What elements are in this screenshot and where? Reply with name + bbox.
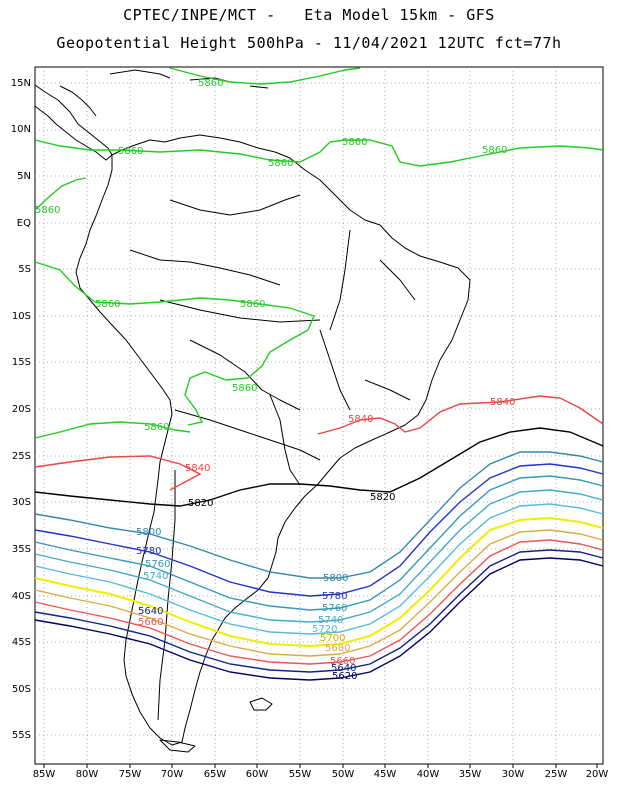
lat-label-30s: 30S	[11, 497, 31, 508]
lon-label-40w: 40W	[416, 769, 440, 780]
label-5860: 5860	[232, 383, 257, 394]
label-5740: 5740	[143, 571, 168, 582]
label-5800: 5800	[323, 573, 348, 584]
lat-label-10s: 10S	[11, 311, 31, 322]
map-title: CPTEC/INPE/MCT - Eta Model 15km - GFS	[123, 6, 495, 24]
label-5860: 5860	[198, 78, 223, 89]
label-5860: 5860	[95, 299, 120, 310]
label-5860: 5860	[342, 137, 367, 148]
contour-lines	[34, 67, 604, 681]
lon-label-20w: 20W	[585, 769, 609, 780]
axis-ticks	[43, 764, 598, 768]
label-5840: 5840	[185, 463, 210, 474]
contour-5800	[34, 451, 604, 579]
label-5740: 5740	[318, 615, 343, 626]
label-5640: 5640	[331, 663, 356, 674]
label-5760: 5760	[322, 603, 347, 614]
contour-5620	[34, 557, 604, 681]
contour-5720	[34, 503, 604, 635]
lat-label-15s: 15S	[11, 357, 31, 368]
label-5860: 5860	[482, 145, 507, 156]
contour-5860-amazon	[34, 261, 315, 426]
contour-5820	[34, 427, 604, 507]
contour-5640	[34, 549, 604, 673]
label-5760: 5760	[145, 559, 170, 570]
contour-5760	[34, 475, 604, 611]
contour-5840-east	[317, 395, 604, 435]
lon-label-85w: 85W	[32, 769, 56, 780]
lat-label-15n: 15N	[10, 78, 31, 89]
contour-5860-north	[169, 67, 361, 85]
label-5840: 5840	[490, 397, 515, 408]
label-5860: 5860	[118, 146, 143, 157]
contour-5860-caribbean	[34, 139, 604, 167]
label-5660: 5660	[330, 656, 355, 667]
label-5860: 5860	[35, 205, 60, 216]
contour-5740	[34, 489, 604, 623]
lat-label-5s: 5S	[18, 264, 31, 275]
lat-label-35s: 35S	[11, 544, 31, 555]
label-5860: 5860	[144, 422, 169, 433]
plot-frame	[34, 66, 604, 765]
lat-label-40s: 40S	[11, 591, 31, 602]
label-5660: 5660	[138, 617, 163, 628]
contour-labels: 5860 5860 5860 5860 5860 5860 5860 5860 …	[35, 78, 515, 682]
coastlines	[34, 69, 471, 753]
lat-label-45s: 45S	[11, 637, 31, 648]
contour-5780	[34, 463, 604, 597]
label-5700: 5700	[320, 633, 345, 644]
lat-label-eq: EQ	[16, 218, 31, 229]
contour-5700	[34, 516, 604, 648]
label-5860: 5860	[240, 299, 265, 310]
lon-label-75w: 75W	[118, 769, 142, 780]
lon-label-30w: 30W	[501, 769, 525, 780]
lon-label-60w: 60W	[245, 769, 269, 780]
lon-label-65w: 65W	[203, 769, 227, 780]
lon-label-25w: 25W	[544, 769, 568, 780]
lon-label-45w: 45W	[373, 769, 397, 780]
lat-label-50s: 50S	[11, 684, 31, 695]
map-subtitle: Geopotential Height 500hPa - 11/04/2021 …	[56, 34, 562, 52]
label-5780: 5780	[322, 591, 347, 602]
lat-label-10n: 10N	[10, 124, 31, 135]
lon-label-35w: 35W	[458, 769, 482, 780]
contour-5840	[34, 455, 202, 491]
contour-5680	[34, 529, 604, 657]
label-5820: 5820	[370, 492, 395, 503]
lat-label-25s: 25S	[11, 451, 31, 462]
label-5860: 5860	[268, 158, 293, 169]
lat-label-5n: 5N	[17, 171, 31, 182]
lon-label-55w: 55W	[288, 769, 312, 780]
lat-label-20s: 20S	[11, 404, 31, 415]
label-5820: 5820	[188, 498, 213, 509]
label-5720: 5720	[312, 624, 337, 635]
contour-5860-south	[34, 421, 191, 439]
label-5680: 5680	[325, 643, 350, 654]
label-5840: 5840	[348, 414, 373, 425]
label-5780: 5780	[136, 546, 161, 557]
label-5620: 5620	[332, 671, 357, 682]
label-5800: 5800	[136, 527, 161, 538]
lon-label-70w: 70W	[160, 769, 184, 780]
label-5640: 5640	[138, 606, 163, 617]
lat-label-55s: 55S	[11, 730, 31, 741]
lon-label-80w: 80W	[75, 769, 99, 780]
contour-5860-amazon-west	[34, 177, 87, 211]
lon-label-50w: 50W	[331, 769, 355, 780]
contour-5660	[34, 539, 604, 665]
